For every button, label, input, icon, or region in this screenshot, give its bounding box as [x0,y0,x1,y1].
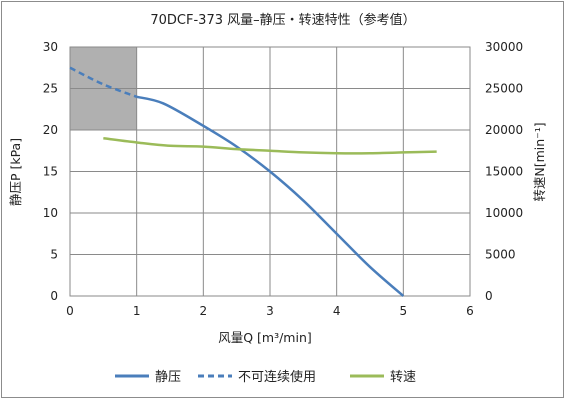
y-tick-label: 30 [43,40,58,54]
plot-area: 0 1 2 3 4 5 6051015202530050001000015000200002… [43,40,523,318]
plot-border [69,46,471,297]
y-tick-label: 10 [43,206,58,220]
y2-tick-label: 15000 [485,165,523,179]
legend-label-static-pressure: 静压 [155,370,181,385]
y2-tick-label: 25000 [485,82,523,96]
x-tick-label: 0 [66,304,74,318]
y2-axis-label: 转速N[min⁻¹] [532,122,547,201]
y2-tick-label: 5000 [485,248,516,262]
y-tick-label: 0 [50,289,58,303]
x-tick-label: 2 [200,304,208,318]
chart-title: 70DCF-373 风量–静压・转速特性（参考值） [150,12,415,28]
y-tick-label: 15 [43,165,58,179]
x-tick-label: 1 [133,304,141,318]
x-tick-label: 6 [466,304,474,318]
x-axis-label: 风量Q [m³/min] [218,330,312,345]
x-tick-label: 4 [333,304,341,318]
legend-label-rotation-speed: 转速 [390,370,416,385]
x-tick-label: 3 [266,304,274,318]
x-tick-label: 5 [400,304,408,318]
y-tick-label: 20 [43,123,58,137]
y-tick-label: 5 [50,248,58,262]
y2-tick-label: 0 [485,289,493,303]
legend-label-non-continuous: 不可连续使用 [238,369,316,385]
series-line-non-continuous [69,66,138,98]
y2-tick-label: 10000 [485,206,523,220]
y-axis-label: 静压P [kPa] [8,138,23,206]
y2-tick-label: 20000 [485,123,523,137]
y2-tick-label: 30000 [485,40,523,54]
y-tick-label: 25 [43,82,58,96]
legend: 静压 不可连续使用 转速 [115,369,416,385]
series-line-rotation-speed [103,137,437,155]
series-line-static-pressure [136,95,405,297]
